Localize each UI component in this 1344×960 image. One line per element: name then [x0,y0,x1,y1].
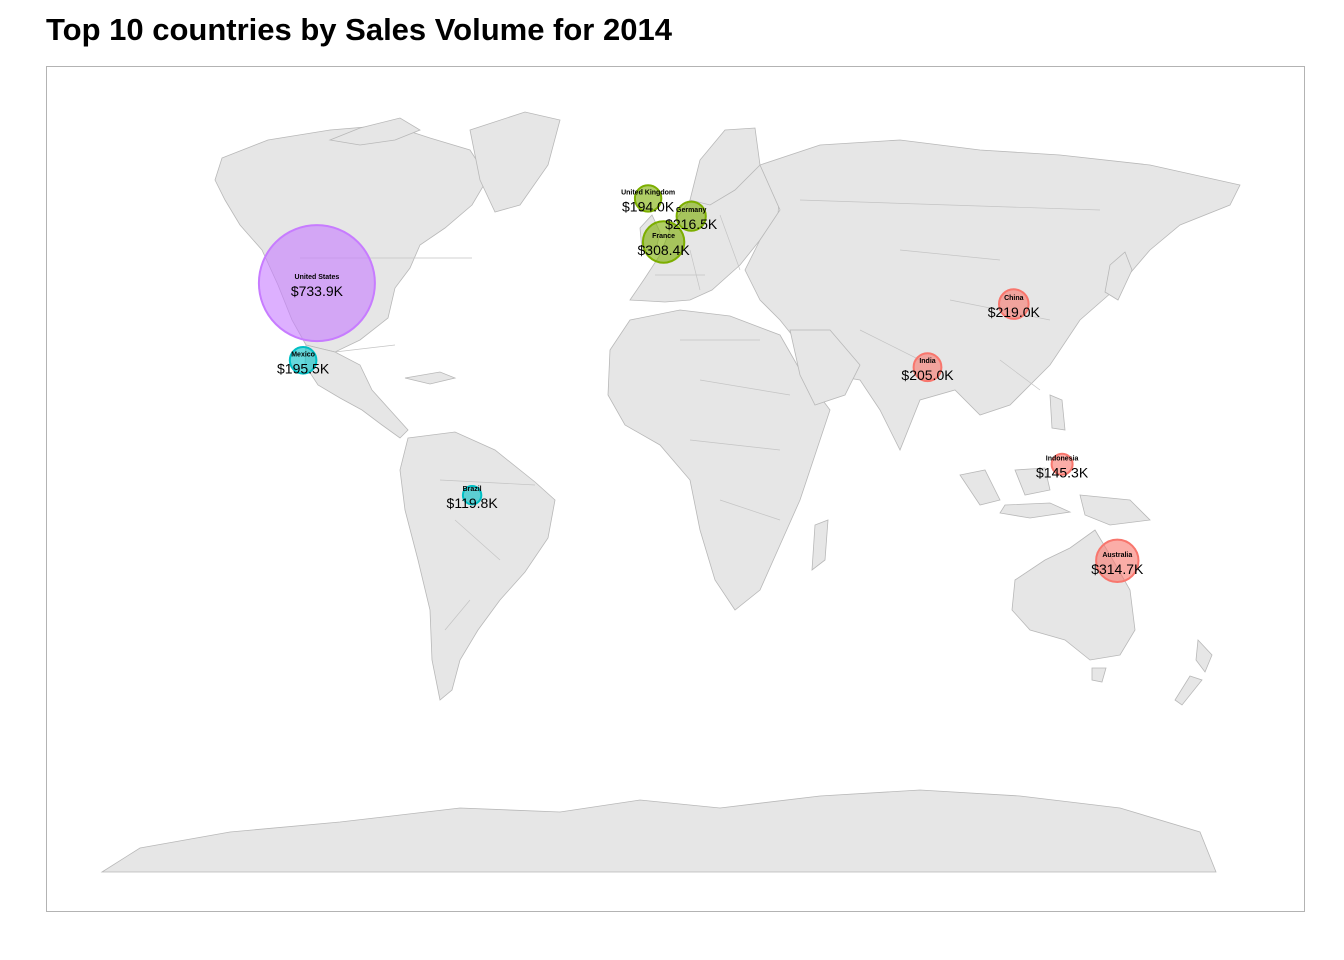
land-tasmania [1091,667,1107,683]
value-label-germany: $216.5K [665,216,718,232]
value-label-brazil: $119.8K [447,495,499,511]
land-japan [1104,251,1133,301]
bubble-layer: United States $733.9K Australia $314.7K Fran… [257,184,1144,583]
land-caribbean [404,371,457,385]
chart-title: Top 10 countries by Sales Volume for 201… [46,12,672,47]
value-label-indonesia: $145.3K [1036,464,1089,480]
value-label-australia: $314.7K [1091,561,1144,577]
land-south-america [399,431,556,701]
value-label-mexico: $195.5K [277,360,330,376]
land-africa [607,309,831,611]
land-greenland [469,111,561,213]
country-label-india: India [919,358,935,365]
bubble-united-kingdom [633,184,663,213]
country-label-united-kingdom: United Kingdom [621,189,675,196]
bubble-china [998,288,1030,320]
country-label-indonesia: Indonesia [1046,455,1079,462]
bubble-germany [675,200,707,232]
country-borders [300,199,1101,631]
land-asia [744,139,1241,451]
value-label-china: $219.0K [988,304,1041,320]
land-arabia [789,329,861,406]
bubble-australia [1095,538,1140,583]
value-label-france: $308.4K [638,242,691,258]
value-label-india: $205.0K [901,367,954,383]
bubble-brazil [461,485,483,506]
land-madagascar [811,519,829,571]
land-scandinavia [689,127,761,206]
bubble-indonesia [1050,452,1074,476]
country-label-mexico: Mexico [291,351,315,358]
bubble-united-states [257,224,376,343]
bubble-mexico [288,346,318,375]
country-label-australia: Australia [1102,552,1132,559]
land-antarctica [100,789,1217,873]
country-label-france: France [652,233,675,240]
bubble-france [641,220,686,264]
country-label-germany: Germany [676,207,706,214]
country-label-china: China [1004,295,1024,302]
land-arctic-islands [328,117,421,146]
country-label-brazil: Brazil [463,486,482,493]
land-central-america [304,344,409,439]
land-new-zealand [1174,639,1213,706]
land-indonesia [959,394,1151,526]
value-label-united-kingdom: $194.0K [622,198,675,214]
bubble-india [912,352,943,383]
value-label-united-states: $733.9K [291,283,344,299]
country-label-united-states: United States [295,274,340,281]
